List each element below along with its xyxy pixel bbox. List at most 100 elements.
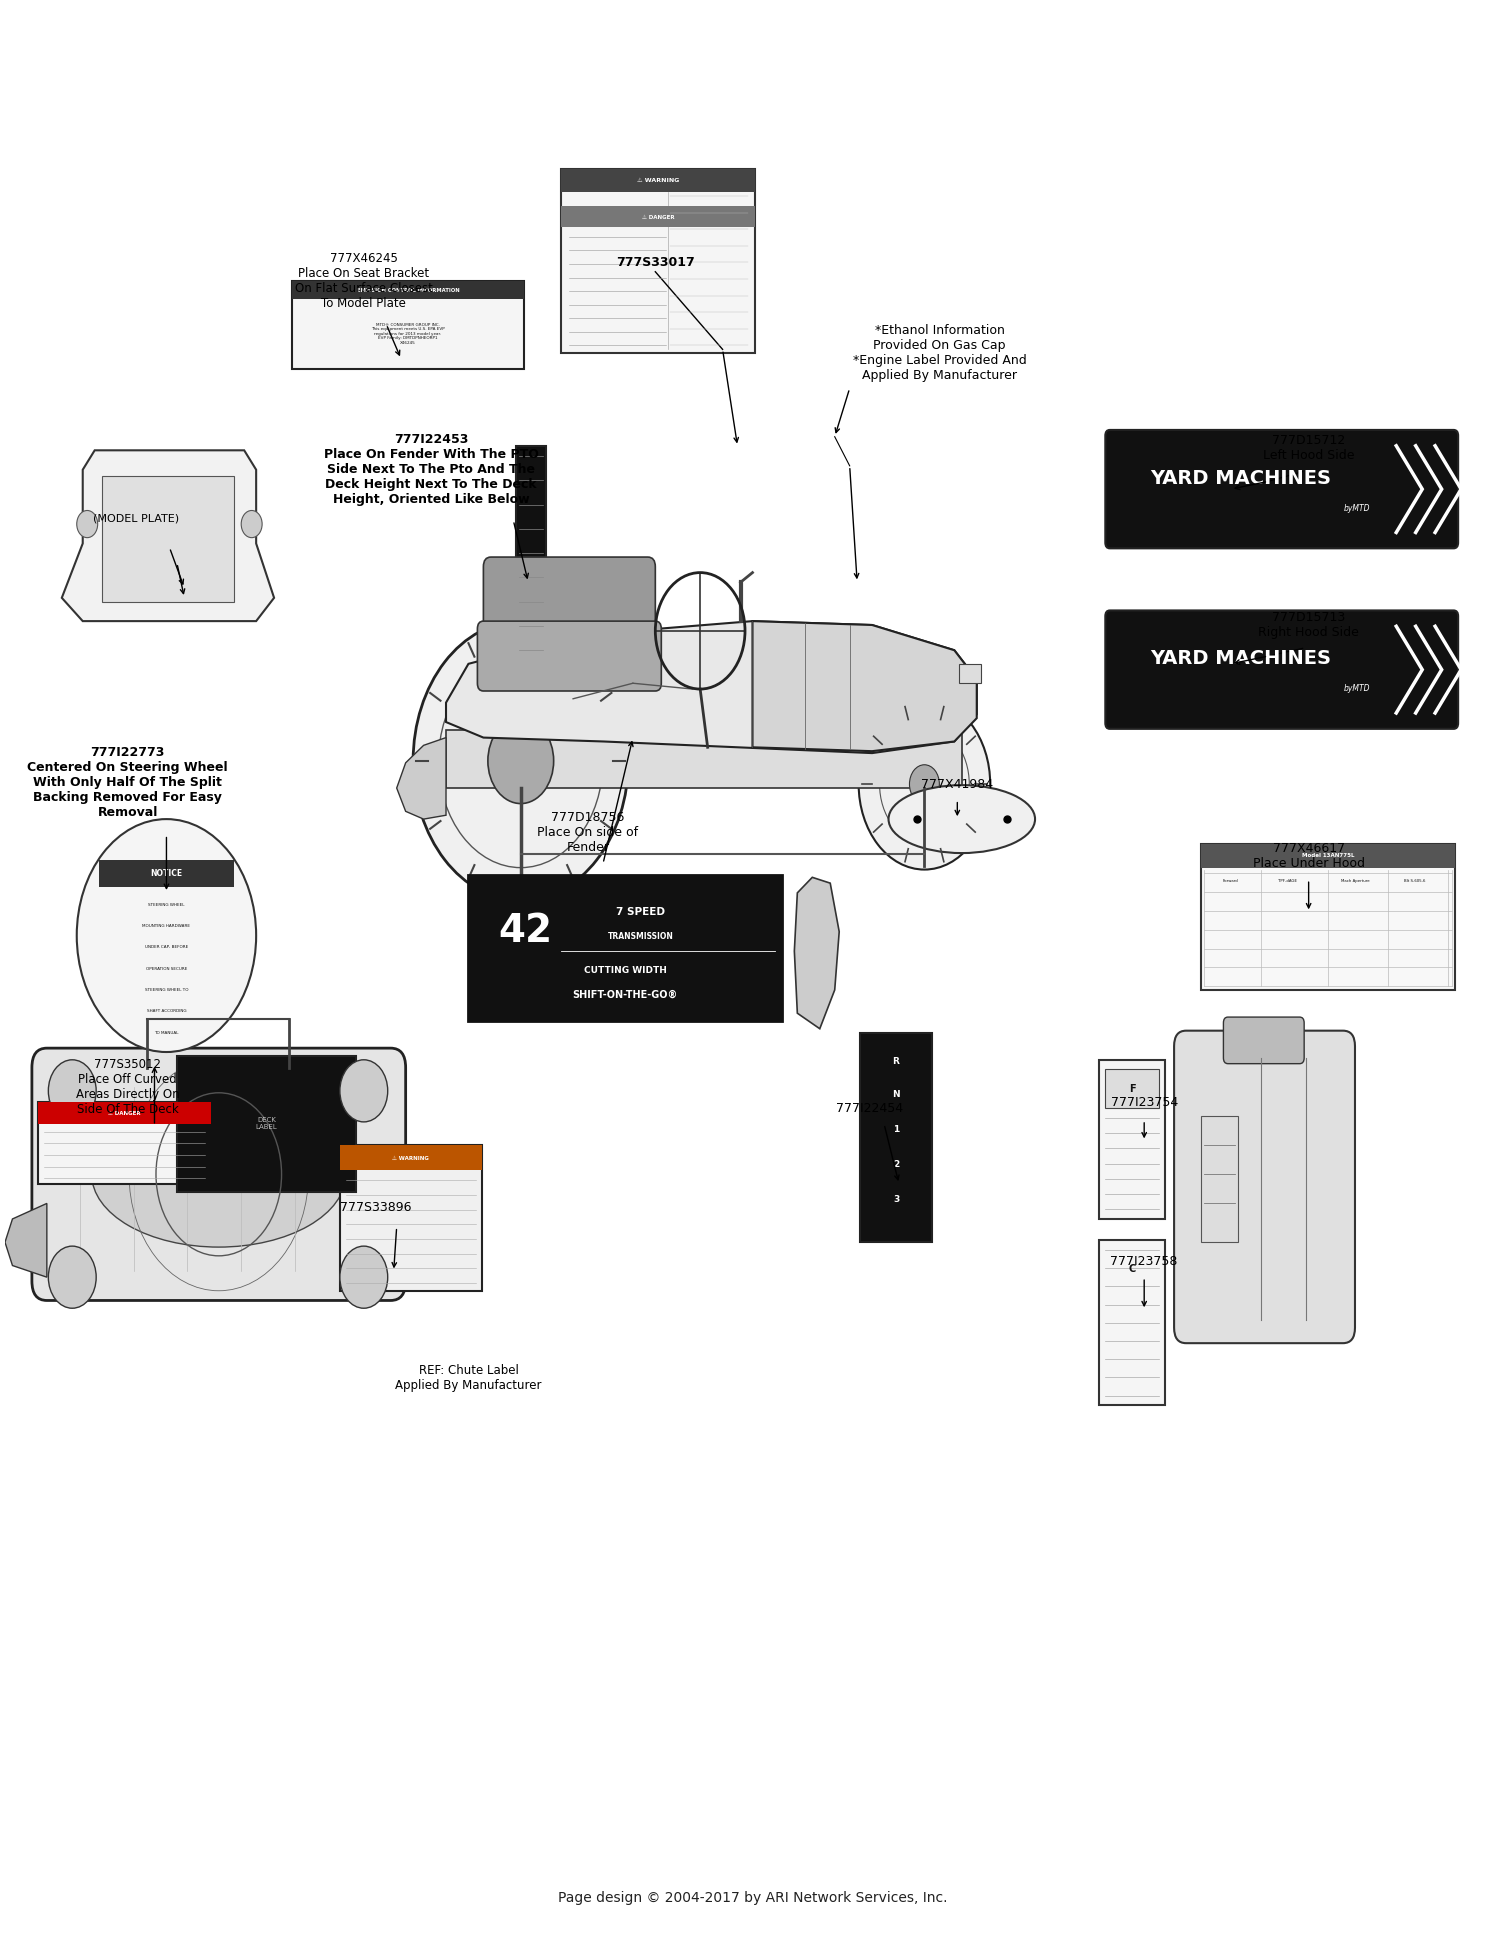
Text: MOUNTING HARDWARE: MOUNTING HARDWARE [142,924,190,928]
FancyBboxPatch shape [1174,1031,1354,1343]
Text: 777X46617
Place Under Hood: 777X46617 Place Under Hood [1252,842,1365,870]
Circle shape [48,1246,96,1308]
Text: SHAFT ACCORDING: SHAFT ACCORDING [147,1009,186,1013]
Circle shape [242,510,262,538]
Text: 2: 2 [892,1161,898,1168]
Text: TO MANUAL: TO MANUAL [154,1031,178,1035]
Text: REF: Chute Label
Applied By Manufacturer: REF: Chute Label Applied By Manufacturer [394,1365,542,1392]
Text: ⚠ DANGER: ⚠ DANGER [642,215,675,219]
Text: TRANSMISSION: TRANSMISSION [608,932,674,941]
Text: STEERING WHEEL: STEERING WHEEL [148,903,184,906]
Text: ⚠ WARNING: ⚠ WARNING [393,1157,429,1161]
Text: byMTD: byMTD [1344,505,1371,512]
FancyBboxPatch shape [1224,1017,1304,1064]
Text: 777S33017: 777S33017 [616,256,695,268]
Text: DECK
LABEL: DECK LABEL [255,1118,278,1130]
Text: 777X46245
Place On Seat Bracket
On Flat Surface Closest
To Model Plate: 777X46245 Place On Seat Bracket On Flat … [296,252,432,311]
Bar [516,446,546,660]
Bar [177,1056,357,1192]
Text: CUTTING WIDTH: CUTTING WIDTH [584,965,668,974]
Text: 777X41984: 777X41984 [921,778,993,790]
Circle shape [340,1060,387,1122]
FancyBboxPatch shape [1106,609,1458,728]
Bar [1202,844,1455,868]
Circle shape [413,621,628,901]
Circle shape [909,765,939,804]
Polygon shape [62,450,274,621]
Text: ⚠ WARNING: ⚠ WARNING [638,179,680,182]
Ellipse shape [92,1101,346,1246]
FancyBboxPatch shape [477,621,662,691]
Text: N: N [892,1091,900,1099]
Text: EMISSION CONTROL INFORMATION: EMISSION CONTROL INFORMATION [357,287,459,293]
Text: NOTICE: NOTICE [150,870,183,877]
Text: 3: 3 [892,1196,898,1203]
Polygon shape [396,738,445,819]
Bar [292,281,524,299]
Bar [1106,1069,1160,1108]
FancyBboxPatch shape [32,1048,405,1300]
Circle shape [858,699,990,870]
Text: 777D15712
Left Hood Side: 777D15712 Left Hood Side [1263,435,1354,462]
Bar [1202,1116,1239,1242]
Bar [1202,844,1455,990]
Text: Mach Aperture: Mach Aperture [1341,879,1370,883]
Bar [292,281,524,369]
Bar [38,1102,212,1124]
Text: YARD MACHINES: YARD MACHINES [1150,650,1330,668]
Text: byMTD: byMTD [1344,685,1371,693]
Bar [340,1145,482,1170]
Polygon shape [753,621,976,751]
Text: R: R [892,1058,900,1066]
Text: TPF-dAGE: TPF-dAGE [1278,879,1298,883]
Circle shape [76,510,98,538]
Text: F: F [1130,1083,1136,1095]
Bar [38,1102,212,1184]
Text: STEERING WHEEL TO: STEERING WHEEL TO [144,988,188,992]
Text: (MODEL PLATE): (MODEL PLATE) [93,512,180,524]
Circle shape [340,1246,387,1308]
Text: 777S35012
Place Off Curved
Areas Directly On
Side Of The Deck: 777S35012 Place Off Curved Areas Directl… [76,1058,180,1116]
Text: ⚠ DANGER: ⚠ DANGER [108,1110,141,1116]
Text: MTD: MTD [618,681,827,763]
Text: 777I23758: 777I23758 [1110,1256,1178,1267]
FancyBboxPatch shape [1106,431,1458,547]
Polygon shape [4,1203,46,1277]
Bar [340,1145,482,1291]
Text: Forward: Forward [1222,879,1239,883]
Bar [859,1033,932,1242]
Bar [102,476,234,602]
Text: 1: 1 [892,1126,898,1134]
FancyBboxPatch shape [99,860,234,887]
Circle shape [76,819,256,1052]
Text: 7 SPEED: 7 SPEED [616,906,664,916]
Text: C: C [1128,1264,1136,1275]
Bar [561,206,756,227]
Text: Page design © 2004-2017 by ARI Network Services, Inc.: Page design © 2004-2017 by ARI Network S… [558,1891,946,1906]
Bar [468,875,783,1021]
Bar [561,169,756,353]
Text: Model 13AN775L: Model 13AN775L [1302,854,1354,858]
Text: OPERATION SECURE: OPERATION SECURE [146,967,188,970]
Text: UNDER CAP, BEFORE: UNDER CAP, BEFORE [146,945,188,949]
Ellipse shape [888,786,1035,854]
Text: 777I22773
Centered On Steering Wheel
With Only Half Of The Split
Backing Removed: 777I22773 Centered On Steering Wheel Wit… [27,745,228,819]
Bar [958,664,981,683]
Text: SHIFT-ON-THE-GO®: SHIFT-ON-THE-GO® [573,990,678,1000]
Text: 777I22453
Place On Fender With The PTO
Side Next To The Pto And The
Deck Height : 777I22453 Place On Fender With The PTO S… [324,433,538,507]
Bar [1100,1240,1166,1405]
Text: Blt S-605-6: Blt S-605-6 [1404,879,1425,883]
FancyBboxPatch shape [483,557,656,654]
Text: 42: 42 [498,912,552,949]
Text: MTD® CONSUMER GROUP INC.
This equipment meets U.S. EPA EVP
regulations for 2013 : MTD® CONSUMER GROUP INC. This equipment … [370,322,446,345]
Bar [1100,1060,1166,1219]
Bar [561,169,756,192]
Circle shape [48,1060,96,1122]
Text: 777S33896: 777S33896 [340,1201,411,1213]
Circle shape [488,718,554,804]
Polygon shape [446,621,976,753]
Text: 777I23754: 777I23754 [1110,1097,1178,1108]
Polygon shape [795,877,838,1029]
Text: 777D15713
Right Hood Side: 777D15713 Right Hood Side [1258,611,1359,639]
Text: 777D18756
Place On side of
Fender: 777D18756 Place On side of Fender [537,811,639,854]
